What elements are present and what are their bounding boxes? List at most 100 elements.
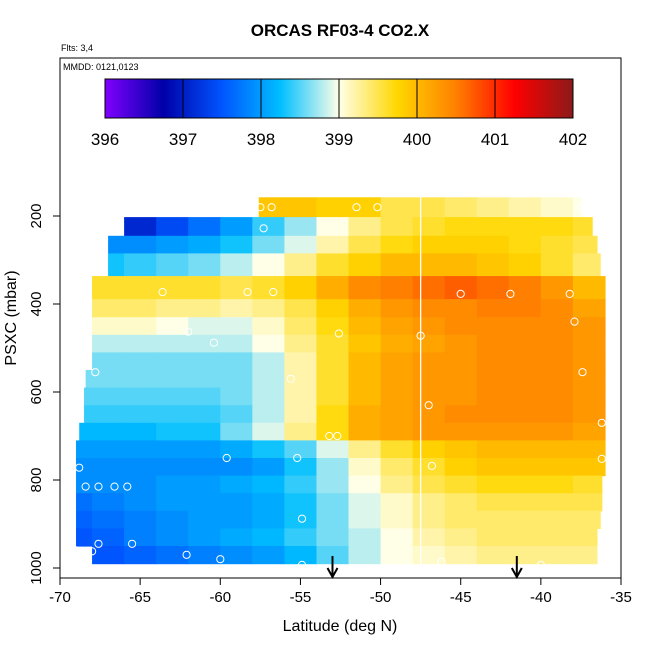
heatmap-cell	[220, 546, 253, 565]
heatmap-cell	[540, 217, 574, 237]
heatmap-cell	[412, 440, 446, 459]
heatmap-cell	[220, 370, 253, 389]
heatmap-cell	[444, 422, 478, 441]
heatmap-cell	[188, 217, 221, 237]
heatmap-cell	[284, 422, 318, 441]
heatmap-cell	[220, 276, 253, 300]
y-axis: 200 400 600 800 1000	[28, 203, 61, 585]
sample-marker	[578, 368, 587, 377]
heatmap-cell	[252, 546, 285, 565]
heatmap-cell	[284, 440, 318, 459]
heatmap-cell	[508, 352, 542, 371]
x-axis-label: Latitude (deg N)	[283, 618, 398, 635]
heatmap-cell	[540, 197, 574, 218]
heatmap-cell	[412, 528, 446, 547]
heatmap-cell	[284, 370, 318, 389]
heatmap-cell	[412, 253, 446, 277]
sample-marker	[209, 338, 218, 347]
heatmap-cell	[572, 528, 598, 547]
arrow-head	[510, 567, 523, 580]
heatmap-cell	[348, 370, 382, 389]
x-tick-label: -65	[129, 589, 151, 606]
x-tick-label: -70	[49, 589, 71, 606]
sample-marker	[424, 401, 433, 410]
heatmap-cell	[316, 276, 350, 300]
heatmap-cell	[284, 217, 318, 237]
heatmap-cell	[476, 546, 510, 565]
heatmap-cell	[572, 458, 606, 477]
heatmap-cell	[380, 510, 414, 529]
heatmap-cell	[508, 405, 542, 424]
heatmap-cell	[316, 528, 350, 547]
heatmap-cell	[380, 422, 414, 441]
sample-marker	[123, 482, 132, 491]
heatmap-cell	[252, 276, 285, 300]
heatmap-cell	[156, 405, 189, 424]
heatmap-cell	[508, 197, 542, 218]
x-axis: -70 -65 -60 -55 -50 -45 -40 -35	[49, 577, 632, 606]
chart-title: ORCAS RF03-4 CO2.X	[251, 21, 430, 40]
heatmap-cell	[220, 458, 253, 477]
heatmap-cell	[92, 546, 125, 565]
heatmap-cell	[124, 422, 157, 441]
heatmap-cell	[124, 405, 157, 424]
heatmap-cell	[412, 475, 446, 494]
heatmap-cell	[380, 458, 414, 477]
heatmap-cell	[316, 253, 350, 277]
heatmap-cell	[156, 458, 189, 477]
heatmap-cell	[252, 387, 285, 406]
heatmap-cell	[572, 253, 601, 277]
sample-marker	[334, 329, 343, 338]
heatmap-cell	[412, 352, 446, 371]
heatmap-cell	[124, 276, 157, 300]
heatmap-cell	[92, 405, 125, 424]
heatmap-cell	[84, 387, 93, 406]
heatmap-cell	[124, 299, 157, 318]
heatmap-cell	[220, 493, 253, 512]
heatmap-cell	[444, 493, 478, 512]
sample-marker	[293, 453, 302, 463]
x-tick-label: -45	[450, 589, 472, 606]
heatmap-cell	[348, 405, 382, 424]
heatmap-cell	[508, 510, 542, 529]
sample-marker	[607, 346, 616, 355]
colorbar-tick-label: 398	[247, 130, 275, 149]
sample-marker	[256, 203, 265, 212]
heatmap-cell	[92, 299, 125, 318]
heatmap-cell	[508, 475, 542, 494]
heatmap-cell	[540, 546, 574, 565]
heatmap-cell	[476, 510, 510, 529]
heatmap-cell	[124, 217, 157, 237]
heatmap-cell	[156, 493, 189, 512]
heatmap-cell	[92, 387, 125, 406]
heatmap-cell	[444, 475, 478, 494]
heatmap-cell	[316, 334, 350, 353]
heatmap-cell	[572, 387, 606, 406]
sample-marker	[325, 431, 334, 441]
heatmap-cell	[508, 546, 542, 565]
heatmap-cell	[508, 440, 542, 459]
heatmap-cell	[348, 334, 382, 353]
heatmap-cell	[508, 299, 542, 318]
heatmap-cell	[444, 334, 478, 353]
sample-marker	[286, 374, 295, 383]
heatmap-cell	[92, 334, 125, 353]
heatmap-cell	[540, 493, 574, 512]
heatmap-cell	[572, 546, 598, 565]
heatmap-cell	[156, 528, 189, 547]
heatmap-cell	[156, 334, 189, 353]
heatmap-cell	[252, 352, 285, 371]
heatmap-cell	[220, 387, 253, 406]
heatmap-cell	[252, 458, 285, 477]
heatmap-cell	[476, 253, 510, 277]
heatmap-cell	[380, 276, 414, 300]
heatmap-cell	[316, 546, 350, 565]
heatmap-cell	[348, 235, 382, 254]
heatmap-cell	[540, 299, 574, 318]
heatmap-cell	[348, 546, 382, 565]
heatmap-cell	[444, 440, 478, 459]
heatmap-cell	[316, 440, 350, 459]
sample-marker	[506, 289, 515, 298]
heatmap-cell	[220, 334, 253, 353]
heatmap-cell	[284, 253, 318, 277]
